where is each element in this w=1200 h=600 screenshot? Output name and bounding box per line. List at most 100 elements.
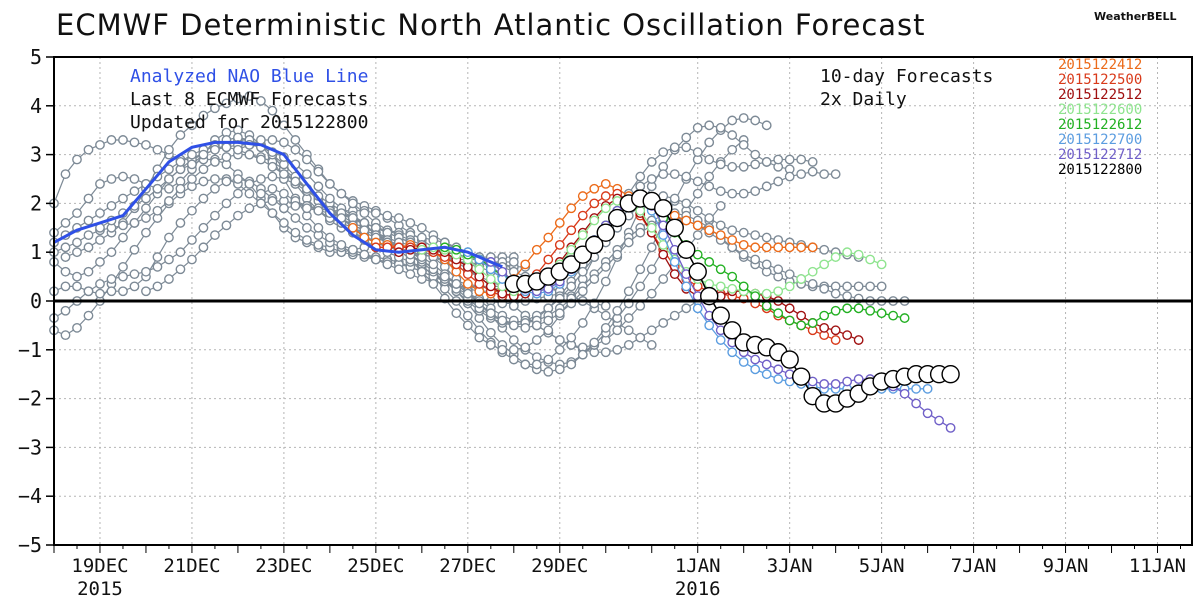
past-run-point — [635, 171, 646, 182]
past-run-point — [600, 300, 611, 311]
past-run-point — [577, 266, 588, 277]
past-run-point — [738, 139, 749, 150]
y-tick-label: −2 — [18, 387, 42, 411]
past-run-point — [83, 144, 94, 155]
series-2015122612-point — [842, 303, 853, 314]
past-run-point — [497, 315, 508, 326]
past-run-point — [313, 181, 324, 192]
series-2015122712-point — [819, 379, 830, 389]
past-run-point — [727, 161, 738, 172]
series-2015122600-point — [715, 281, 726, 292]
past-run-point — [347, 198, 358, 209]
series-2015122712-point — [853, 374, 864, 384]
past-run-point — [95, 288, 105, 299]
series-2015122600-point — [577, 230, 588, 241]
past-run-point — [554, 344, 565, 355]
y-tick-label: −3 — [18, 435, 42, 459]
past-run-point — [623, 237, 634, 248]
past-run-point — [267, 105, 278, 116]
x-tick-label: 1JAN — [675, 555, 721, 577]
series-2015122600-point — [474, 264, 485, 275]
past-run-point — [118, 171, 128, 182]
series-2015122412-point — [520, 259, 531, 270]
past-run-point — [278, 218, 289, 228]
past-run-point — [187, 159, 197, 170]
past-run-point — [198, 149, 209, 160]
past-run-point — [761, 232, 772, 243]
current-forecast-series — [504, 189, 960, 413]
x-tick-label: 21DEC — [163, 555, 220, 577]
forecast-length-note: 10-day Forecasts — [820, 66, 994, 87]
legend-entry: 2015122712 — [1058, 147, 1143, 163]
past-run-point — [118, 135, 128, 145]
past-run-point — [118, 286, 128, 297]
series-2015122612-point — [876, 308, 887, 319]
past-run-point — [83, 266, 94, 277]
series-2015122412-point — [773, 242, 784, 253]
analyzed-line-note: Analyzed NAO Blue Line — [130, 66, 369, 87]
series-2015122700-point — [773, 374, 784, 384]
past-run-point — [129, 244, 140, 255]
series-2015122600-point — [704, 279, 715, 289]
past-run-point — [796, 154, 807, 165]
past-run-point — [106, 286, 117, 297]
past-run-point — [164, 144, 174, 155]
past-run-point — [359, 208, 370, 219]
last-forecasts-note: Last 8 ECMWF Forecasts — [130, 89, 369, 110]
past-run-point — [118, 271, 128, 282]
past-run-point — [290, 200, 301, 211]
past-run-point — [784, 154, 795, 165]
series-2015122412-point — [692, 220, 703, 231]
series-2015122712-point — [761, 359, 772, 370]
past-run-point — [141, 286, 151, 297]
past-run-point — [635, 227, 646, 238]
past-run-point — [692, 205, 703, 216]
past-run-point — [278, 203, 289, 214]
past-run-point — [210, 144, 220, 155]
series-2015122800-point — [711, 306, 730, 325]
past-run-point — [543, 325, 554, 336]
past-run-point — [830, 288, 841, 299]
past-run-point — [256, 174, 266, 184]
past-run-point — [382, 259, 393, 270]
past-run-point — [393, 213, 404, 223]
past-run-point — [830, 169, 841, 180]
past-run-point — [106, 274, 117, 284]
series-2015122500-point — [543, 254, 554, 265]
past-run-point — [118, 193, 128, 204]
past-run-point — [727, 115, 738, 126]
series-2015122600-point — [876, 259, 887, 270]
past-run-point — [807, 166, 818, 177]
past-run-point — [152, 205, 163, 216]
past-run-point — [187, 205, 197, 216]
past-run-point — [451, 308, 462, 319]
x-tick-label: 29DEC — [531, 555, 588, 577]
series-2015122600-point — [761, 288, 772, 299]
series-2015122600-point — [485, 274, 496, 284]
past-run-point — [198, 110, 209, 121]
series-2015122612-point — [819, 310, 830, 321]
y-tick-label: −5 — [18, 533, 42, 557]
past-run-point — [520, 342, 531, 353]
series-2015122612-point — [865, 305, 876, 316]
past-run-point — [95, 235, 105, 245]
past-run-point — [819, 283, 830, 294]
past-run-point — [796, 169, 807, 180]
past-run-point — [106, 200, 117, 211]
past-run-point — [669, 310, 680, 321]
series-2015122700-point — [738, 357, 749, 367]
series-2015122412-point — [715, 230, 726, 241]
past-run-point — [704, 120, 715, 131]
past-run-point — [508, 300, 519, 311]
series-2015122412-point — [761, 242, 772, 253]
past-run-point — [141, 266, 151, 277]
past-run-point — [715, 186, 726, 197]
past-run-point — [750, 159, 761, 170]
past-run-point — [635, 332, 646, 343]
y-tick-label: 2 — [30, 191, 42, 215]
past-run-point — [658, 274, 669, 284]
past-run-point — [566, 281, 577, 292]
series-2015122500-point — [554, 239, 565, 250]
series-2015122800-point — [677, 240, 696, 259]
